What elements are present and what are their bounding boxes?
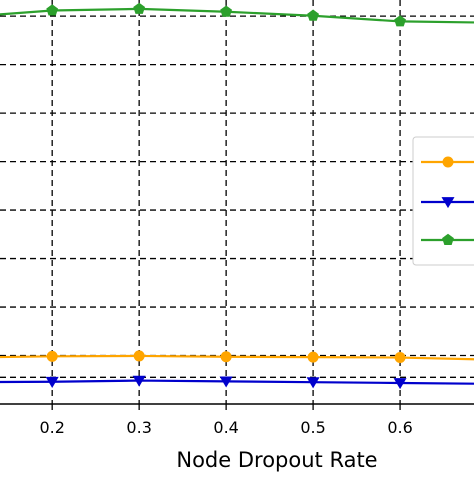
data-point-circle — [133, 350, 145, 362]
plot-background — [0, 0, 474, 404]
data-point-circle — [46, 350, 58, 362]
x-tick-label: 0.6 — [387, 418, 412, 437]
data-point-pentagon — [220, 5, 233, 17]
data-point-triangle — [132, 375, 146, 387]
x-axis-ticks: 0.2 0.3 0.4 0.5 0.6 — [39, 404, 413, 437]
data-point-triangle — [45, 376, 59, 388]
data-point-circle — [307, 351, 319, 363]
data-point-triangle — [441, 197, 455, 209]
data-point-pentagon — [307, 9, 319, 21]
x-axis-label: Node Dropout Rate — [176, 448, 377, 472]
x-tick-label: 0.3 — [126, 418, 151, 437]
data-point-triangle — [393, 378, 407, 390]
data-point-triangle — [306, 377, 320, 389]
data-point-pentagon — [442, 233, 454, 246]
data-point-pentagon — [46, 4, 59, 16]
legend — [412, 136, 474, 266]
x-tick-label: 0.4 — [213, 418, 238, 437]
data-point-circle — [442, 156, 454, 168]
data-point-pentagon — [394, 15, 406, 27]
x-tick-label: 0.5 — [300, 418, 325, 437]
data-point-circle — [220, 351, 232, 363]
data-point-circle — [394, 352, 406, 364]
x-tick-label: 0.2 — [39, 418, 64, 437]
data-point-triangle — [219, 376, 233, 388]
series-markers — [45, 2, 407, 390]
data-point-pentagon — [133, 2, 146, 14]
